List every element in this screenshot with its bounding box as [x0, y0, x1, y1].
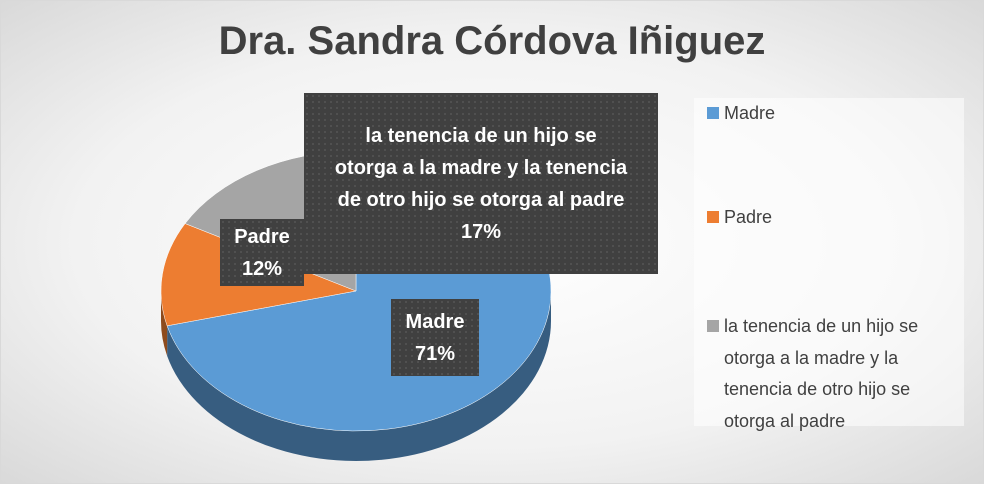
data-label-value: 71% — [414, 342, 456, 365]
data-label: Madre 71% — [391, 299, 479, 376]
data-label-category: la tenencia de un hijo se otorga a la ma… — [334, 124, 628, 211]
data-label-category: Madre — [405, 310, 465, 333]
chart-title: Dra. Sandra Córdova Iñiguez — [218, 19, 766, 63]
legend-label: Madre — [724, 103, 776, 123]
data-label: la tenencia de un hijo se otorga a la ma… — [304, 93, 658, 274]
legend-item: Padre — [707, 202, 959, 234]
data-label: Padre 12% — [220, 219, 304, 286]
data-label-category: Padre — [234, 225, 290, 248]
legend-label: Padre — [724, 207, 773, 227]
legend-item: la tenencia de un hijo se otorga a la ma… — [707, 311, 959, 437]
data-label-value: 12% — [241, 257, 283, 280]
pie-side — [161, 291, 168, 356]
legend: Madre Padre la tenencia de un hijo se otor… — [694, 98, 964, 431]
legend-label: la tenencia de un hijo se otorga a la ma… — [724, 316, 919, 431]
legend-swatch — [707, 211, 719, 223]
data-label-value: 17% — [460, 220, 502, 243]
pie-side — [167, 291, 551, 462]
legend-item: Madre — [707, 98, 959, 130]
legend-swatch — [707, 320, 719, 332]
legend-swatch — [707, 107, 719, 119]
